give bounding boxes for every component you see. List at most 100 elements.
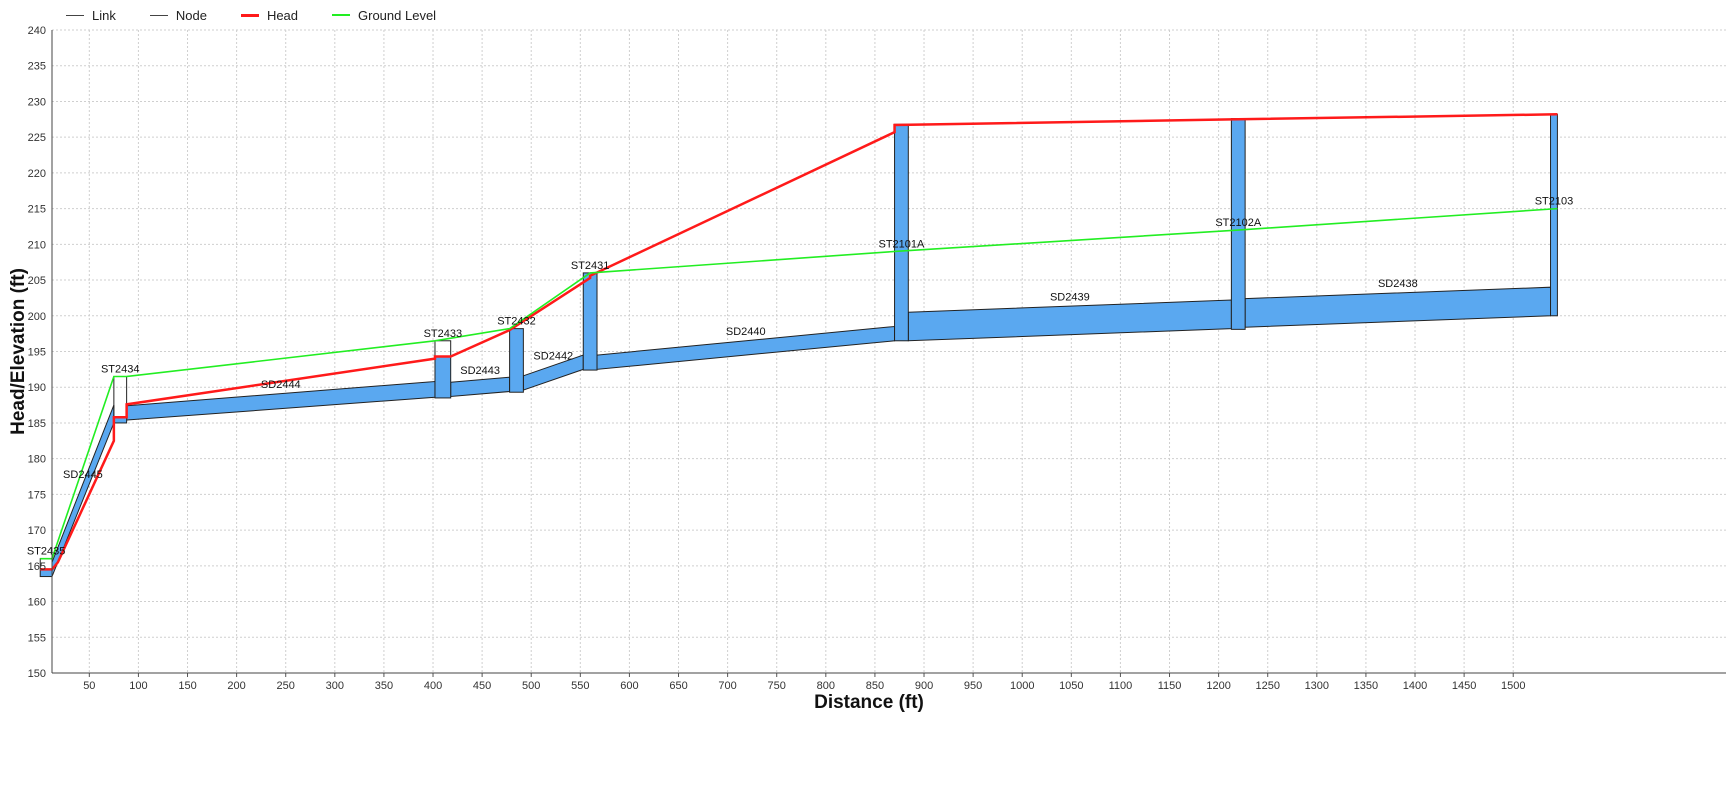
node-st2434 bbox=[113, 376, 128, 424]
legend-item-head[interactable]: Head bbox=[240, 7, 299, 23]
node-label: ST2434 bbox=[101, 364, 140, 376]
x-tick-label: 450 bbox=[473, 680, 491, 692]
node-label: ST2435 bbox=[27, 546, 66, 558]
x-tick-label: 1250 bbox=[1255, 680, 1279, 692]
y-tick-label: 220 bbox=[28, 168, 46, 180]
link-sd2439 bbox=[907, 299, 1232, 342]
x-tick-label: 600 bbox=[620, 680, 638, 692]
node-label: ST2431 bbox=[571, 260, 610, 272]
y-tick-label: 200 bbox=[28, 311, 46, 323]
x-tick-label: 1100 bbox=[1109, 680, 1133, 692]
x-tick-label: 750 bbox=[768, 680, 786, 692]
series-layer bbox=[40, 113, 1558, 571]
y-tick-label: 240 bbox=[28, 25, 46, 37]
links-layer bbox=[51, 286, 1552, 577]
x-tick-label: 1050 bbox=[1059, 680, 1083, 692]
node-water-st2434 bbox=[113, 417, 127, 423]
node-water-st2101a bbox=[894, 124, 909, 341]
x-tick-label: 400 bbox=[424, 680, 442, 692]
link-label: SD2440 bbox=[726, 326, 766, 338]
y-tick-label: 195 bbox=[28, 347, 46, 359]
node-label: ST2101A bbox=[878, 238, 925, 250]
ground-level-line bbox=[40, 207, 1558, 560]
x-tick-label: 800 bbox=[817, 680, 835, 692]
x-tick-label: 950 bbox=[964, 680, 982, 692]
nodes-layer bbox=[39, 113, 1558, 578]
x-tick-label: 1350 bbox=[1354, 680, 1378, 692]
legend: Link Node Head Ground Level bbox=[66, 6, 470, 24]
node-line-icon bbox=[149, 14, 168, 16]
x-tick-label: 700 bbox=[718, 680, 736, 692]
y-tick-label: 165 bbox=[28, 561, 46, 573]
node-label: ST2103 bbox=[1535, 196, 1574, 208]
legend-label-node: Node bbox=[175, 7, 207, 23]
x-tick-label: 150 bbox=[178, 680, 196, 692]
node-label: ST2432 bbox=[497, 316, 536, 328]
y-tick-label: 180 bbox=[28, 454, 46, 466]
node-water-st2432 bbox=[509, 328, 524, 393]
node-label: ST2433 bbox=[424, 328, 463, 340]
y-tick-label: 155 bbox=[28, 632, 46, 644]
y-tick-label: 215 bbox=[28, 204, 46, 216]
legend-label-link: Link bbox=[92, 7, 116, 23]
node-water-st2431 bbox=[583, 272, 598, 371]
y-tick-label: 185 bbox=[28, 418, 46, 430]
link-label: SD2444 bbox=[261, 379, 301, 391]
link-sd2443 bbox=[450, 376, 511, 398]
y-axis-title: Head/Elevation (ft) bbox=[8, 268, 29, 435]
node-st2432 bbox=[509, 328, 524, 393]
y-tick-label: 160 bbox=[28, 597, 46, 609]
y-tick-label: 210 bbox=[28, 239, 46, 251]
node-label: ST2102A bbox=[1215, 217, 1262, 229]
x-tick-label: 1300 bbox=[1305, 680, 1329, 692]
link-sd2438 bbox=[1244, 286, 1552, 328]
link-label: SD2442 bbox=[533, 351, 573, 363]
link-label: SD2443 bbox=[460, 365, 500, 377]
legend-label-ground-level: Ground Level bbox=[358, 7, 437, 23]
y-tick-label: 230 bbox=[28, 96, 46, 108]
link-line-icon bbox=[66, 14, 84, 16]
link-label: SD2445 bbox=[63, 469, 103, 481]
x-tick-label: 650 bbox=[669, 680, 687, 692]
legend-item-node[interactable]: Node bbox=[149, 7, 207, 23]
x-axis-title: Distance (ft) bbox=[814, 692, 924, 713]
x-tick-label: 350 bbox=[375, 680, 393, 692]
y-tick-label: 170 bbox=[28, 525, 46, 537]
head-line bbox=[40, 113, 1558, 571]
x-tick-label: 50 bbox=[83, 680, 95, 692]
labels-layer: SD2445 SD2444 SD2443 SD2442 SD2440 SD2439 SD24… bbox=[27, 196, 1573, 558]
link-label: SD2439 bbox=[1050, 291, 1090, 303]
y-tick-label: 190 bbox=[28, 382, 46, 394]
x-tick-label: 300 bbox=[326, 680, 344, 692]
node-water-st2435 bbox=[40, 569, 52, 577]
ground-level-line-icon bbox=[332, 14, 351, 16]
x-tick-label: 250 bbox=[277, 680, 295, 692]
x-tick-label: 1450 bbox=[1452, 680, 1476, 692]
y-tick-label: 150 bbox=[28, 668, 46, 680]
legend-label-head: Head bbox=[266, 7, 299, 23]
axes: 150 155 160 165 170 175 180 185 190 195 200 205 210 2… bbox=[28, 25, 1726, 692]
grid bbox=[52, 29, 1726, 674]
x-tick-label: 1150 bbox=[1158, 680, 1182, 692]
x-tick-label: 1200 bbox=[1206, 680, 1230, 692]
x-tick-label: 1400 bbox=[1403, 680, 1427, 692]
node-water-st2102a bbox=[1231, 118, 1246, 330]
node-st2433 bbox=[434, 340, 452, 399]
x-tick-label: 200 bbox=[227, 680, 245, 692]
x-tick-label: 550 bbox=[571, 680, 589, 692]
y-tick-label: 225 bbox=[28, 132, 46, 144]
legend-item-link[interactable]: Link bbox=[66, 8, 116, 23]
x-tick-label: 100 bbox=[129, 680, 147, 692]
x-tick-label: 500 bbox=[522, 680, 540, 692]
y-tick-label: 205 bbox=[28, 275, 46, 287]
link-label: SD2438 bbox=[1378, 278, 1418, 290]
legend-item-ground-level[interactable]: Ground Level bbox=[332, 8, 436, 23]
head-line-icon bbox=[240, 13, 259, 17]
node-water-st2433 bbox=[434, 356, 451, 398]
x-tick-label: 850 bbox=[866, 680, 884, 692]
x-tick-label: 900 bbox=[915, 680, 933, 692]
x-tick-label: 1500 bbox=[1501, 680, 1525, 692]
node-water-st2103 bbox=[1550, 114, 1558, 316]
x-tick-label: 1000 bbox=[1010, 680, 1034, 692]
